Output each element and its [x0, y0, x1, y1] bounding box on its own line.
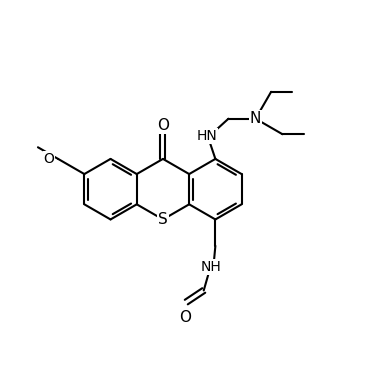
Text: O: O: [157, 118, 169, 133]
Text: O: O: [43, 152, 54, 166]
Text: S: S: [158, 212, 168, 227]
Text: HN: HN: [197, 129, 217, 143]
Text: O: O: [180, 310, 192, 325]
Text: N: N: [250, 111, 261, 126]
Text: NH: NH: [201, 260, 222, 274]
